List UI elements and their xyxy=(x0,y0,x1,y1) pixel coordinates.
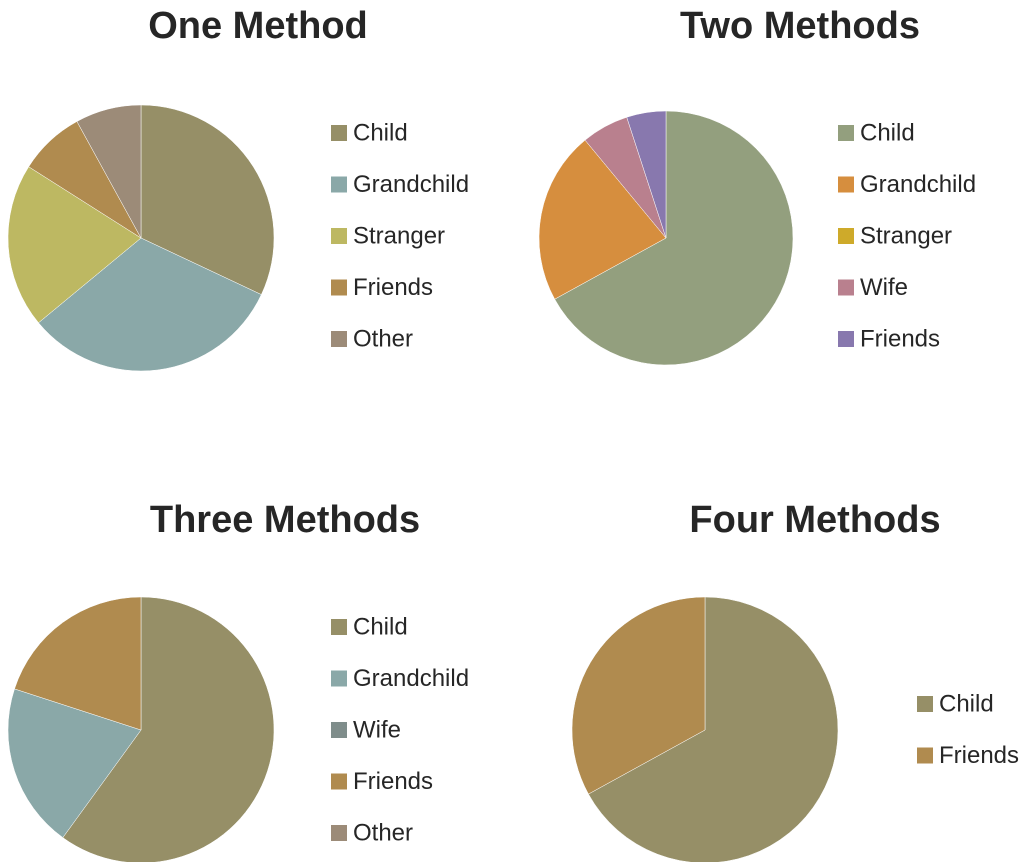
legend-swatch xyxy=(331,228,347,244)
legend-label: Other xyxy=(353,325,413,352)
legend-swatch xyxy=(838,228,854,244)
legend-label: Friends xyxy=(353,768,433,795)
legend-swatch xyxy=(331,825,347,841)
pie-slice xyxy=(626,110,667,239)
pie-slice xyxy=(588,596,839,862)
pie-slice xyxy=(14,596,142,731)
legend-label: Child xyxy=(860,119,915,146)
legend-label: Other xyxy=(353,819,413,846)
legend-swatch xyxy=(331,773,347,790)
legend-label: Stranger xyxy=(860,222,952,249)
pie-slice xyxy=(538,139,667,300)
legend-swatch xyxy=(331,331,347,347)
legend-label: Grandchild xyxy=(353,665,469,692)
legend-swatch xyxy=(838,125,854,141)
legend-swatch xyxy=(838,176,854,193)
legend-label: Child xyxy=(353,119,408,146)
legend-swatch xyxy=(331,722,347,738)
legend-swatch xyxy=(838,331,854,347)
chart-title: Three Methods xyxy=(150,499,420,541)
legend-swatch xyxy=(331,176,347,193)
chart-title: One Method xyxy=(148,5,368,47)
pie-slice xyxy=(62,596,275,862)
legend-label: Wife xyxy=(860,274,908,301)
legend-label: Wife xyxy=(353,716,401,743)
legend-swatch xyxy=(917,747,933,764)
pie-slice xyxy=(554,110,794,366)
legend-label: Friends xyxy=(860,325,940,352)
pie-slice xyxy=(38,237,262,372)
legend-label: Grandchild xyxy=(353,171,469,198)
pie-slice xyxy=(7,688,142,838)
chart-title: Four Methods xyxy=(689,499,940,541)
legend-swatch xyxy=(838,279,854,296)
legend-label: Grandchild xyxy=(860,171,976,198)
legend-label: Child xyxy=(353,613,408,640)
pie-slice xyxy=(76,104,142,239)
legend-swatch xyxy=(917,696,933,712)
pie-slice xyxy=(140,104,275,295)
legend-swatch xyxy=(331,279,347,296)
legend-label: Child xyxy=(939,690,994,717)
legend-label: Friends xyxy=(939,742,1019,769)
pie-slice xyxy=(7,166,142,324)
chart-title: Two Methods xyxy=(680,5,920,47)
pie-slice xyxy=(571,596,706,795)
legend-label: Friends xyxy=(353,274,433,301)
legend-swatch xyxy=(331,619,347,635)
legend-label: Stranger xyxy=(353,222,445,249)
legend-swatch xyxy=(331,125,347,141)
legend-swatch xyxy=(331,670,347,687)
